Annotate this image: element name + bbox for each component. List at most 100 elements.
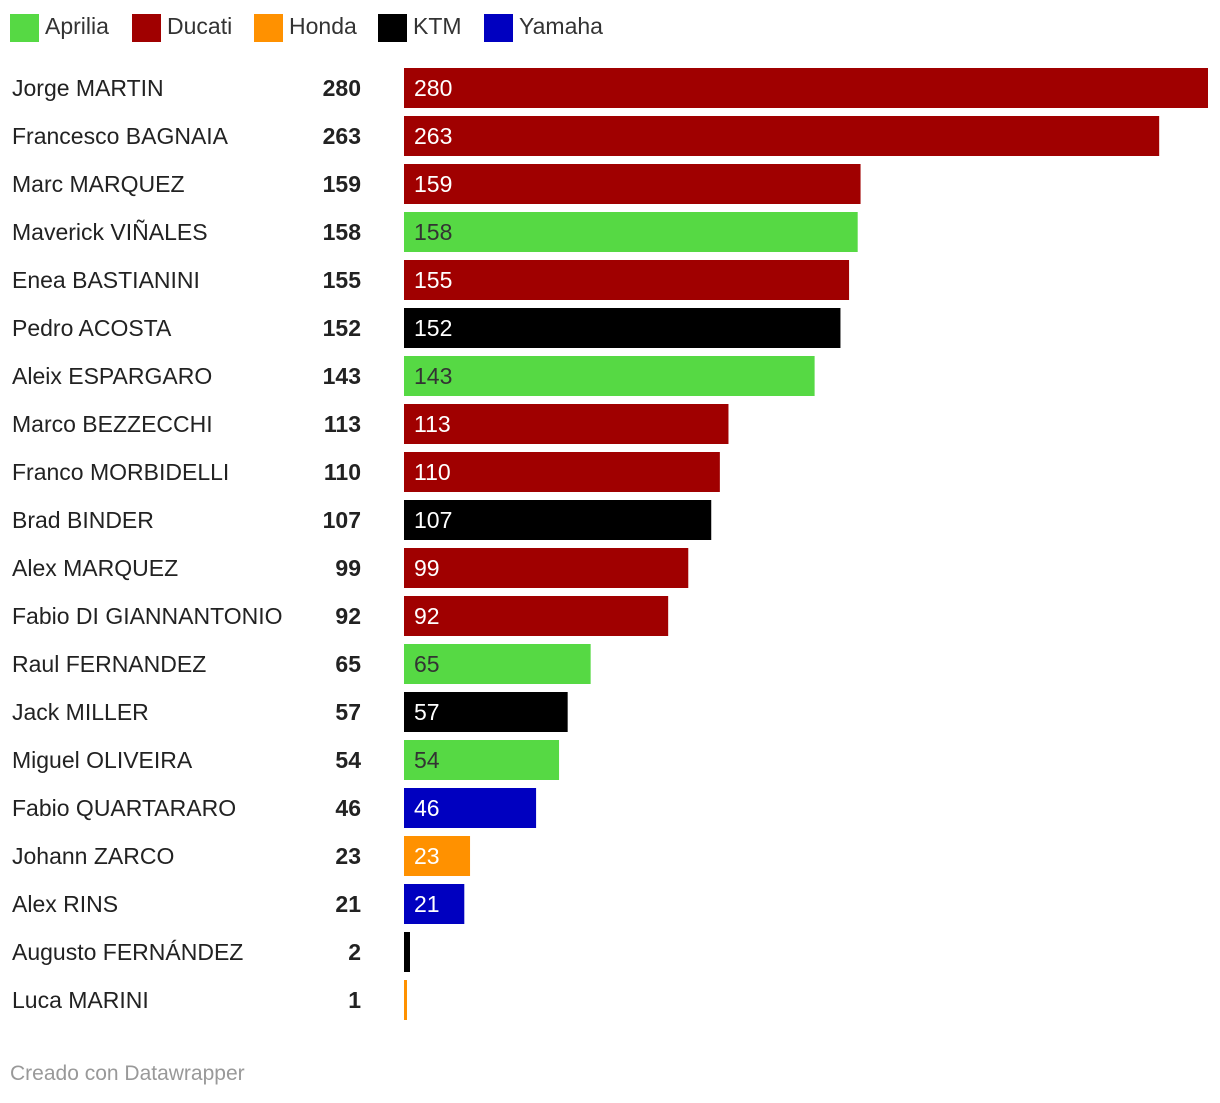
footer-credit[interactable]: Creado con Datawrapper bbox=[10, 1062, 245, 1085]
bar-data-label: 158 bbox=[414, 219, 452, 245]
bar-row: Raul FERNANDEZ 65 65 bbox=[12, 644, 591, 684]
category-label: Johann ZARCO bbox=[12, 843, 174, 869]
category-label: Fabio QUARTARARO bbox=[12, 795, 236, 821]
category-label: Raul FERNANDEZ bbox=[12, 651, 206, 677]
category-label: Miguel OLIVEIRA bbox=[12, 747, 193, 773]
category-label: Maverick VIÑALES bbox=[12, 219, 208, 245]
bar-jack-miller[interactable] bbox=[404, 692, 568, 732]
value-label: 46 bbox=[335, 795, 361, 821]
legend-swatch-aprilia bbox=[10, 14, 39, 42]
legend-swatch-ktm bbox=[378, 14, 407, 42]
value-label: 113 bbox=[324, 411, 361, 437]
legend-label-ducati: Ducati bbox=[167, 13, 232, 39]
bar-alex-marquez[interactable] bbox=[404, 548, 689, 588]
bar-row: Alex MARQUEZ 99 99 bbox=[12, 548, 689, 588]
value-label: 23 bbox=[335, 843, 361, 869]
bar-data-label: 263 bbox=[414, 123, 452, 149]
bar-row: Aleix ESPARGARO 143 143 bbox=[12, 356, 815, 396]
category-label: Enea BASTIANINI bbox=[12, 267, 200, 293]
bar-data-label: 23 bbox=[414, 843, 440, 869]
value-label: 143 bbox=[323, 363, 361, 389]
value-label: 152 bbox=[323, 315, 361, 341]
bar-raul-fernandez[interactable] bbox=[404, 644, 591, 684]
bar-fabio-quartararo[interactable] bbox=[404, 788, 537, 828]
bar-row: Augusto FERNÁNDEZ 2 bbox=[12, 932, 410, 972]
category-label: Francesco BAGNAIA bbox=[12, 123, 229, 149]
category-label: Jack MILLER bbox=[12, 699, 149, 725]
bar-jorge-martin[interactable] bbox=[404, 68, 1208, 108]
bar-alex-rins[interactable] bbox=[404, 884, 465, 924]
bar-data-label: 54 bbox=[414, 747, 440, 773]
bar-data-label: 113 bbox=[414, 411, 451, 437]
value-label: 54 bbox=[335, 747, 361, 773]
category-label: Alex MARQUEZ bbox=[12, 555, 178, 581]
value-label: 2 bbox=[348, 939, 361, 965]
value-label: 263 bbox=[323, 123, 361, 149]
legend: Aprilia Ducati Honda KTM Yamaha bbox=[10, 13, 603, 42]
bar-row: Franco MORBIDELLI 110 110 bbox=[12, 452, 720, 492]
bar-aleix-espargaro[interactable] bbox=[404, 356, 815, 396]
category-label: Franco MORBIDELLI bbox=[12, 459, 229, 485]
bar-row: Maverick VIÑALES 158 158 bbox=[12, 212, 858, 252]
legend-label-ktm: KTM bbox=[413, 13, 462, 39]
bar-miguel-oliveira[interactable] bbox=[404, 740, 560, 780]
bar-data-label: 107 bbox=[414, 507, 452, 533]
value-label: 107 bbox=[323, 507, 361, 533]
value-label: 1 bbox=[348, 987, 361, 1013]
category-label: Jorge MARTIN bbox=[12, 75, 164, 101]
category-label: Pedro ACOSTA bbox=[12, 315, 172, 341]
bar-marco-bezzecchi[interactable] bbox=[404, 404, 729, 444]
value-label: 57 bbox=[335, 699, 361, 725]
bar-enea-bastianini[interactable] bbox=[404, 260, 850, 300]
bar-row: Brad BINDER 107 107 bbox=[12, 500, 712, 540]
category-label: Brad BINDER bbox=[12, 507, 154, 533]
bar-row: Jorge MARTIN 280 280 bbox=[12, 68, 1208, 108]
category-label: Alex RINS bbox=[12, 891, 118, 917]
bar-francesco-bagnaia[interactable] bbox=[404, 116, 1160, 156]
bar-row: Francesco BAGNAIA 263 263 bbox=[12, 116, 1160, 156]
bar-maverick-vinales[interactable] bbox=[404, 212, 858, 252]
bar-data-label: 46 bbox=[414, 795, 440, 821]
value-label: 110 bbox=[324, 459, 361, 485]
category-label: Augusto FERNÁNDEZ bbox=[12, 939, 243, 965]
value-label: 99 bbox=[335, 555, 361, 581]
bar-data-label: 152 bbox=[414, 315, 452, 341]
bar-data-label: 143 bbox=[414, 363, 452, 389]
bar-data-label: 99 bbox=[414, 555, 440, 581]
value-label: 158 bbox=[323, 219, 362, 245]
bar-marc-marquez[interactable] bbox=[404, 164, 861, 204]
bar-fabio-di-giannantonio[interactable] bbox=[404, 596, 669, 636]
legend-swatch-honda bbox=[254, 14, 283, 42]
category-label: Marco BEZZECCHI bbox=[12, 411, 213, 437]
bar-row: Luca MARINI 1 bbox=[12, 980, 407, 1020]
legend-swatch-yamaha bbox=[484, 14, 513, 42]
bar-data-label: 159 bbox=[414, 171, 452, 197]
category-label: Marc MARQUEZ bbox=[12, 171, 185, 197]
bar-brad-binder[interactable] bbox=[404, 500, 712, 540]
bar-johann-zarco[interactable] bbox=[404, 836, 471, 876]
bar-row: Fabio QUARTARARO 46 46 bbox=[12, 788, 537, 828]
bar-franco-morbidelli[interactable] bbox=[404, 452, 720, 492]
bar-augusto-fernandez[interactable] bbox=[404, 932, 410, 972]
value-label: 21 bbox=[335, 891, 361, 917]
legend-label-honda: Honda bbox=[289, 13, 357, 39]
bar-row: Marc MARQUEZ 159 159 bbox=[12, 164, 861, 204]
bar-data-label: 155 bbox=[414, 267, 452, 293]
bar-data-label: 110 bbox=[414, 459, 451, 485]
legend-label-aprilia: Aprilia bbox=[45, 13, 109, 39]
bar-row: Miguel OLIVEIRA 54 54 bbox=[12, 740, 560, 780]
bar-row: Johann ZARCO 23 23 bbox=[12, 836, 471, 876]
bar-pedro-acosta[interactable] bbox=[404, 308, 841, 348]
bar-row: Jack MILLER 57 57 bbox=[12, 692, 568, 732]
bar-data-label: 92 bbox=[414, 603, 440, 629]
category-label: Aleix ESPARGARO bbox=[12, 363, 212, 389]
bar-row: Pedro ACOSTA 152 152 bbox=[12, 308, 841, 348]
bar-luca-marini[interactable] bbox=[404, 980, 407, 1020]
bar-row: Fabio DI GIANNANTONIO 92 92 bbox=[12, 596, 669, 636]
legend-swatch-ducati bbox=[132, 14, 161, 42]
value-label: 280 bbox=[323, 75, 361, 101]
value-label: 92 bbox=[335, 603, 361, 629]
